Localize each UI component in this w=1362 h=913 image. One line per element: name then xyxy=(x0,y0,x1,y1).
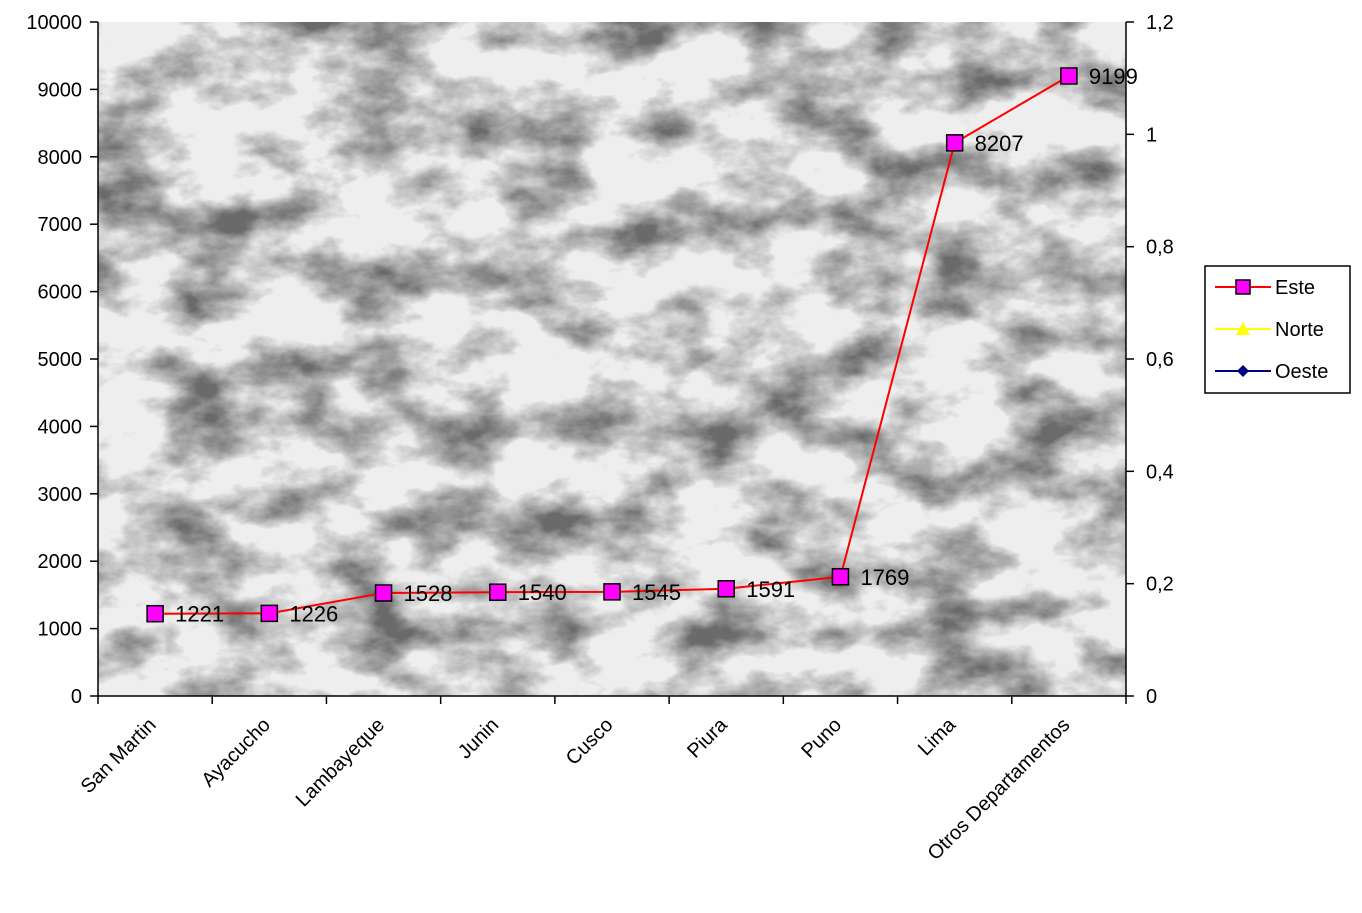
data-point-este xyxy=(945,134,964,152)
y-tick-label: 5000 xyxy=(38,349,83,371)
y2-tick-label: 1,2 xyxy=(1146,12,1174,34)
x-category-label: Ayacucho xyxy=(197,714,274,791)
legend-label: Norte xyxy=(1275,319,1324,341)
data-point-este xyxy=(489,583,507,601)
y-tick-label: 10000 xyxy=(26,12,82,34)
data-point-este xyxy=(603,583,621,601)
series-layer: 1221 1226 1528 1540 1545 1591 1769 8207 9199 xyxy=(146,64,1138,627)
y-tick-label: 6000 xyxy=(38,282,83,304)
data-point-este xyxy=(260,604,279,623)
y2-tick-label: 0,8 xyxy=(1146,237,1174,259)
y-tick-label: 8000 xyxy=(38,147,83,169)
y2-tick-label: 1 xyxy=(1146,124,1157,146)
data-point-este xyxy=(717,580,735,598)
y2-tick-label: 0,4 xyxy=(1146,461,1174,483)
data-label: 9199 xyxy=(1089,64,1138,89)
data-label: 1528 xyxy=(404,581,453,606)
legend-marker-diamond xyxy=(1237,365,1249,377)
x-category-label: Lambayeque xyxy=(292,714,389,811)
y-tick-label: 4000 xyxy=(38,416,83,438)
legend-marker-triangle xyxy=(1236,322,1250,335)
legend: Este Norte Oeste xyxy=(1204,265,1351,394)
x-category-label: Junin xyxy=(454,714,503,763)
x-category-label: Lima xyxy=(914,713,961,760)
y2-tick-label: 0,2 xyxy=(1146,574,1174,596)
legend-marker-square xyxy=(1235,279,1251,295)
data-point-este xyxy=(146,604,164,623)
x-axis-ticks: San Martin Ayacucho Lambayeque Junin Cusco Pi… xyxy=(77,696,1127,865)
data-label: 1221 xyxy=(175,602,224,627)
data-label: 1769 xyxy=(860,565,909,590)
y2-axis-ticks: 0 0,2 0,4 0,6 0,8 1 1,2 xyxy=(1126,12,1174,708)
y-tick-label: 7000 xyxy=(38,214,83,236)
x-category-label: Piura xyxy=(683,713,732,762)
data-label: 1591 xyxy=(746,577,795,602)
y2-tick-label: 0,6 xyxy=(1146,349,1174,371)
data-point-este xyxy=(374,584,393,602)
data-label: 1545 xyxy=(632,580,681,605)
data-point-este xyxy=(1060,67,1078,85)
y-tick-label: 2000 xyxy=(38,551,83,573)
legend-label: Este xyxy=(1275,277,1315,299)
data-label: 1540 xyxy=(518,580,567,605)
y-tick-label: 9000 xyxy=(38,79,83,101)
x-category-label: Cusco xyxy=(562,714,618,770)
legend-label: Oeste xyxy=(1275,361,1328,383)
y-axis-ticks: 0 1000 2000 3000 4000 5000 6000 7000 8000 9000 100… xyxy=(26,12,98,708)
y-tick-label: 3000 xyxy=(38,484,83,506)
x-category-label: Puno xyxy=(797,714,846,763)
data-point-este xyxy=(831,568,850,586)
x-category-label: San Martin xyxy=(77,714,161,798)
data-label: 8207 xyxy=(975,131,1024,156)
y-tick-label: 0 xyxy=(71,686,82,708)
data-label: 1226 xyxy=(289,601,338,626)
y2-tick-label: 0 xyxy=(1146,686,1157,708)
y-tick-label: 1000 xyxy=(38,619,83,641)
